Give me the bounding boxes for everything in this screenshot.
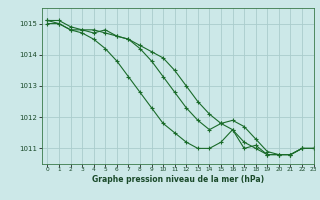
X-axis label: Graphe pression niveau de la mer (hPa): Graphe pression niveau de la mer (hPa) <box>92 175 264 184</box>
